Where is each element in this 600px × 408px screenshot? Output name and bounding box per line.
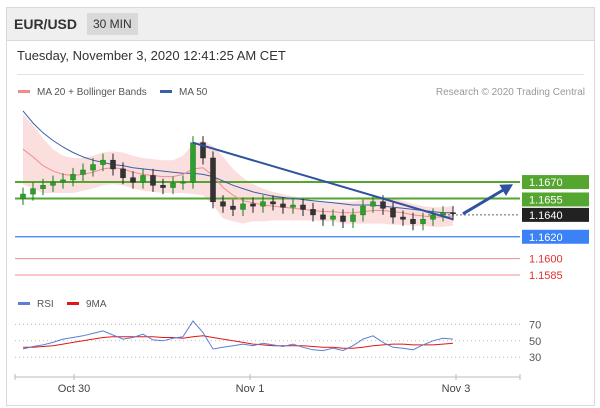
candle-body-31 [330,215,336,220]
level-label-1: 1.1655 [529,194,563,206]
candle-body-18 [200,142,206,159]
candle-body-30 [320,214,326,220]
candle-body-9 [110,159,116,170]
rsi-plot: 70 50 30 [15,319,541,364]
symbol-title: EUR/USD [14,16,78,32]
level-label-0: 1.1670 [529,177,563,189]
credit-text: Research © 2020 Trading Central [436,87,585,98]
candle-body-3 [50,181,56,186]
level-label-4: 1.1600 [529,254,563,266]
legend-label-ma20: MA 20 + Bollinger Bands [37,87,147,98]
trend-line [192,141,454,221]
level-tag-3 [522,229,589,244]
candle-body-36 [380,201,386,209]
candle-body-27 [290,204,296,208]
candle-body-4 [60,179,66,183]
x-tick-label-1: Nov 1 [236,383,265,395]
candle-body-21 [230,205,236,210]
candle-body-5 [70,174,76,181]
legend-label-rsi: RSI [37,299,54,310]
candle-body-8 [100,159,106,165]
candle-body-40 [420,219,426,224]
candle-body-39 [410,219,416,224]
candle-body-19 [210,157,216,203]
candle-body-33 [350,214,356,222]
legend-swatch-rsi [18,302,30,305]
candle-body-7 [90,164,96,171]
candle-body-34 [360,205,366,216]
rsi-ma-line [23,335,454,349]
projection-arrow-head [499,184,513,196]
candle-body-23 [250,203,256,207]
candle-body-16 [180,181,186,184]
candle-body-35 [370,201,376,207]
rsi-line [22,320,454,352]
candle-body-12 [140,175,146,183]
legend-swatch-rsi-ma [67,302,79,305]
candle-body-11 [130,177,136,183]
level-tag-1 [522,192,589,207]
candle-body-14 [160,185,166,188]
ma20-line [22,148,454,218]
legend-label-rsi-ma: 9MA [86,299,107,310]
chart-card: EUR/USD 30 MIN Tuesday, November 3, 2020… [6,7,595,406]
x-tick-label-0: Oct 30 [58,383,90,395]
level-label-2: 1.1640 [529,210,563,222]
rsi-tick-label-0: 70 [529,319,541,331]
candle-body-24 [260,201,266,207]
candle-body-6 [80,169,86,175]
timeframe-badge[interactable]: 30 MIN [87,13,138,35]
level-label-3: 1.1620 [529,232,563,244]
candle-body-42 [440,212,446,216]
projection-arrow-shaft [462,186,508,216]
candle-body-20 [220,201,226,207]
x-axis: Oct 30 Nov 1 Nov 3 [14,374,521,395]
candle-body-1 [30,188,36,195]
x-tick-label-2: Nov 3 [442,383,471,395]
candle-body-28 [300,204,306,210]
level-label-5: 1.1585 [529,270,563,282]
candle-body-17 [190,142,196,183]
candle-body-0 [20,193,26,199]
candle-body-37 [390,208,396,218]
candle-body-32 [340,215,346,222]
legend-swatch-ma50 [160,90,172,93]
legend-label-ma50: MA 50 [179,87,208,98]
candle-body-25 [270,201,276,205]
rsi-tick-label-1: 50 [529,336,541,348]
candle-body-2 [40,185,46,189]
chart-header: EUR/USD 30 MIN [7,8,594,41]
level-tag-2 [522,207,589,222]
legend-swatch-ma20 [18,90,30,93]
bollinger-band [23,114,453,227]
candle-body-38 [400,216,406,220]
candle-body-10 [120,168,126,178]
candle-body-41 [430,214,436,220]
candle-body-22 [240,203,246,210]
candle-body-15 [170,182,176,188]
candle-body-13 [150,175,156,186]
candle-body-43 [450,212,456,215]
main-plot: 1.1670 1.1655 1.1640 1.1620 1.1600 1.1585 [15,110,589,282]
candle-body-29 [310,209,316,216]
level-tag-0 [522,175,589,190]
rsi-tick-label-2: 30 [529,352,541,364]
timestamp: Tuesday, November 3, 2020 12:41:25 AM CE… [17,48,286,63]
divider [17,74,584,75]
candle-body-26 [280,203,286,208]
